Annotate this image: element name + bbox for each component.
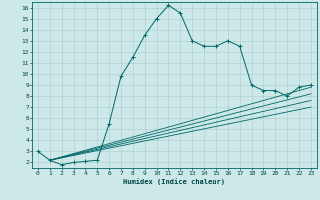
X-axis label: Humidex (Indice chaleur): Humidex (Indice chaleur) [124,178,225,185]
